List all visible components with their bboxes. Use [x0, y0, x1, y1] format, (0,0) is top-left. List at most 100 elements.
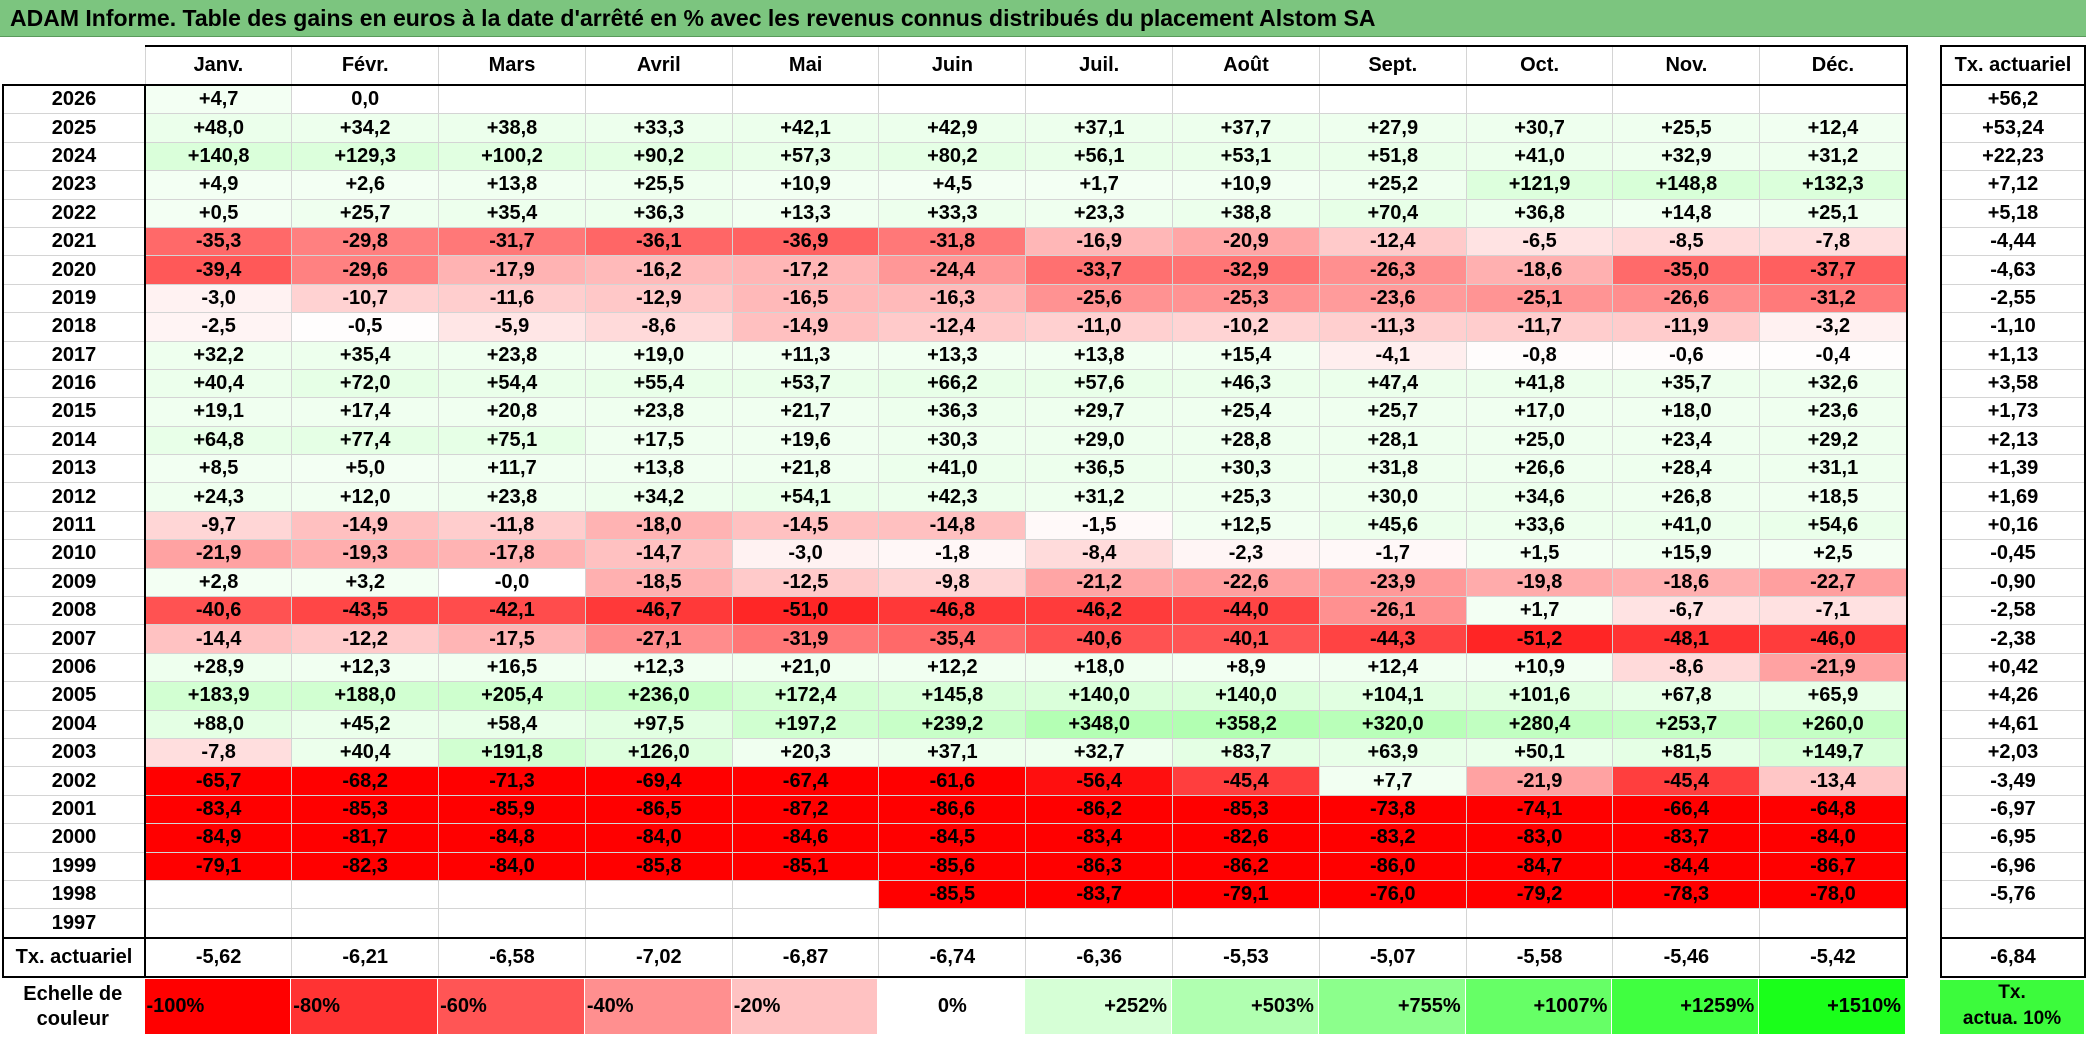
actuarial-rate-cell: -5,53 [1172, 936, 1320, 978]
gain-cell: -6,7 [1612, 596, 1761, 626]
gain-cell: -21,9 [144, 539, 293, 569]
gain-cell: -14,9 [291, 510, 440, 541]
month-header: Avril [584, 45, 733, 86]
gain-cell: -79,1 [144, 851, 293, 881]
gain-cell: +54,1 [731, 482, 880, 512]
gain-cell [1318, 84, 1467, 115]
gain-cell: -3,0 [731, 539, 880, 569]
gain-cell: -79,1 [1172, 879, 1320, 910]
month-header: Juin [878, 45, 1027, 86]
gain-cell: -18,6 [1612, 567, 1761, 598]
gain-cell: +34,2 [584, 482, 733, 512]
gain-cell: -86,0 [1318, 851, 1467, 881]
gain-cell: -6,5 [1465, 226, 1614, 257]
gain-cell: -84,5 [878, 823, 1027, 853]
gain-cell: +46,3 [1172, 368, 1320, 399]
gain-cell: -17,9 [438, 255, 586, 285]
gain-cell: -85,1 [731, 851, 880, 881]
gain-cell: +205,4 [438, 681, 586, 711]
gain-cell: +4,9 [144, 170, 293, 200]
gain-cell: +40,4 [291, 737, 440, 768]
gain-cell: +15,9 [1612, 539, 1761, 569]
gain-cell: +358,2 [1172, 709, 1320, 739]
year-row: 2019 -3,0 -10,7 -11,6 -12,9 -16,5 -16,3 -25,6 -2… [2, 283, 1908, 314]
row-actuarial-rate: +2,03 [1940, 737, 2086, 768]
row-actuarial-rate: +1,13 [1940, 340, 2086, 370]
gain-cell: +140,0 [1172, 681, 1320, 711]
gain-cell [1025, 84, 1174, 115]
year-row: 2007 -14,4 -12,2 -17,5 -27,1 -31,9 -35,4 -40,6-… [2, 624, 1908, 654]
year-row: 2024 +140,8 +129,3 +100,2 +90,2 +57,3 +80,2 +56… [2, 141, 1908, 172]
gain-cell: -83,4 [144, 794, 293, 825]
gain-cell: -27,1 [584, 624, 733, 654]
gain-cell: -83,2 [1318, 823, 1467, 853]
gain-cell: -84,7 [1465, 851, 1614, 881]
gain-cell: +2,8 [144, 567, 293, 598]
gain-cell: +145,8 [878, 681, 1027, 711]
gain-cell: -8,6 [584, 312, 733, 342]
gain-cell: +172,4 [731, 681, 880, 711]
gain-cell: -1,8 [878, 539, 1027, 569]
gain-cell: +25,2 [1318, 170, 1467, 200]
gain-cell: -48,1 [1612, 624, 1761, 654]
gain-cell: -23,9 [1318, 567, 1467, 598]
gain-cell: +19,1 [144, 397, 293, 427]
actuarial-rate-cell: -5,58 [1465, 936, 1614, 978]
gain-cell: -40,6 [1025, 624, 1174, 654]
gain-cell: +25,1 [1759, 198, 1908, 228]
gain-cell: -1,7 [1318, 539, 1467, 569]
gain-cell [1612, 908, 1761, 939]
gain-cell: +66,2 [878, 368, 1027, 399]
year-label: 2016 [2, 368, 146, 399]
row-actuarial-rate: -0,90 [1940, 567, 2086, 598]
year-label: 2002 [2, 766, 146, 796]
gain-cell: +30,3 [878, 425, 1027, 456]
gain-cell: +18,0 [1025, 652, 1174, 683]
gain-cell: +2,5 [1759, 539, 1908, 569]
gain-cell: +12,4 [1318, 652, 1467, 683]
gain-cell: +10,9 [1172, 170, 1320, 200]
gain-cell: -0,6 [1612, 340, 1761, 370]
gain-cell: -16,9 [1025, 226, 1174, 257]
year-row: 2015 +19,1 +17,4 +20,8 +23,8 +21,7 +36,3 +29,7 +… [2, 397, 1908, 427]
gain-cell: -16,2 [584, 255, 733, 285]
month-header: Mars [438, 45, 586, 86]
year-label: 2008 [2, 596, 146, 626]
gain-cell: +4,7 [144, 84, 293, 115]
year-row: 2017 +32,2 +35,4 +23,8 +19,0 +11,3 +13,3 +13,8 +… [2, 340, 1908, 370]
gain-cell: +70,4 [1318, 198, 1467, 228]
legend-swatch: 0% [877, 978, 1026, 1035]
gain-cell: +12,4 [1759, 113, 1908, 143]
gain-cell: +1,5 [1465, 539, 1614, 569]
gain-cell: -20,9 [1172, 226, 1320, 257]
row-actuarial-rate: +22,23 [1940, 141, 2086, 172]
legend-label-line1: Echelle de [23, 982, 123, 1005]
gain-cell: -78,3 [1612, 879, 1761, 910]
legend-swatch: +1007% [1464, 978, 1613, 1035]
gain-cell: -76,0 [1318, 879, 1467, 910]
gain-cell: +57,3 [731, 141, 880, 172]
gain-cell: +18,0 [1612, 397, 1761, 427]
gain-cell: -83,4 [1025, 823, 1174, 853]
gain-cell: +24,3 [144, 482, 293, 512]
gain-cell [1025, 908, 1174, 939]
gain-cell: -19,3 [291, 539, 440, 569]
gain-cell [291, 908, 440, 939]
gain-cell: -83,7 [1025, 879, 1174, 910]
gain-cell: +23,8 [438, 482, 586, 512]
gain-cell: +25,4 [1172, 397, 1320, 427]
year-label: 2018 [2, 312, 146, 342]
gain-cell: +77,4 [291, 425, 440, 456]
year-label: 2023 [2, 170, 146, 200]
actuarial-rate-cell: -7,02 [584, 936, 733, 978]
year-label: 2000 [2, 823, 146, 853]
gain-cell: +75,1 [438, 425, 586, 456]
gain-cell: +81,5 [1612, 737, 1761, 768]
year-row: 2010 -21,9 -19,3 -17,8 -14,7 -3,0 -1,8 -8,4 -2,3… [2, 539, 1908, 569]
gain-cell: +188,0 [291, 681, 440, 711]
gain-cell [144, 879, 293, 910]
year-label: 2017 [2, 340, 146, 370]
gain-cell: +236,0 [584, 681, 733, 711]
gain-cell: -17,8 [438, 539, 586, 569]
actuarial-rate-row: Tx. actuariel -5,62 -6,21 -6,58 -7,02 -6,87 -6… [2, 936, 1908, 978]
